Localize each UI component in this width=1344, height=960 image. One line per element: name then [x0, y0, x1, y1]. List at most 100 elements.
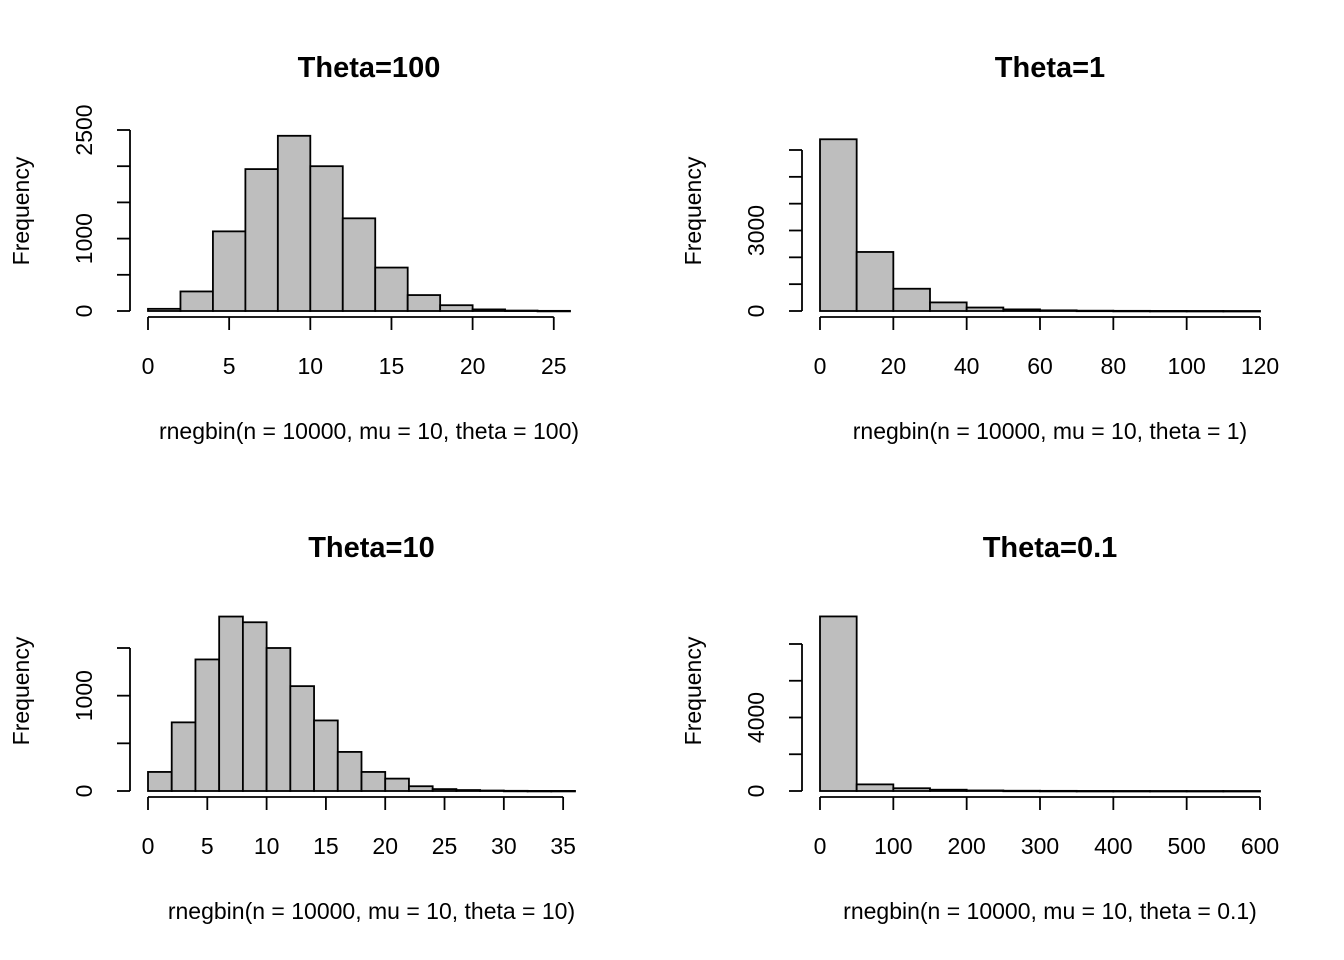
- x-tick-label: 10: [298, 353, 324, 379]
- histogram-bar: [1187, 791, 1224, 792]
- histogram-bar: [1077, 311, 1114, 312]
- x-tick-label: 15: [379, 353, 405, 379]
- histogram-bar: [930, 790, 967, 791]
- x-tick-label: 80: [1101, 353, 1127, 379]
- histogram-bar: [385, 779, 409, 791]
- histogram-bar: [857, 784, 894, 791]
- histogram-bar: [433, 789, 457, 791]
- x-tick-label: 10: [254, 833, 280, 859]
- x-tick-label: 5: [223, 353, 236, 379]
- histogram-bar: [1223, 311, 1260, 312]
- histogram-bar: [180, 291, 212, 311]
- x-tick-label: 200: [947, 833, 985, 859]
- x-tick-label: 0: [142, 353, 155, 379]
- histogram-panel-1: 0 5 10 15 20 25 0 1000 2500 Theta=100 rnegbin(n = …: [8, 52, 579, 444]
- x-tick-label: 20: [372, 833, 398, 859]
- x-axis-label: rnegbin(n = 10000, mu = 10, theta = 1): [853, 418, 1247, 444]
- histogram-bar: [1223, 791, 1260, 792]
- x-tick-label: 0: [814, 833, 827, 859]
- x-axis-label: rnegbin(n = 10000, mu = 10, theta = 100): [159, 418, 579, 444]
- histogram-bar: [219, 617, 243, 791]
- histogram-bar: [1003, 791, 1040, 792]
- histogram-bar: [362, 772, 386, 791]
- histogram-bar: [893, 289, 930, 311]
- x-tick-label: 120: [1241, 353, 1279, 379]
- histogram-bar: [243, 622, 267, 791]
- histogram-bar: [172, 722, 196, 791]
- histogram-bar: [538, 311, 570, 312]
- histogram-bar: [343, 218, 375, 311]
- histogram-bar: [408, 295, 440, 311]
- histogram-bar: [528, 791, 552, 792]
- chart-title: Theta=0.1: [983, 532, 1118, 564]
- histogram-bar: [820, 616, 857, 791]
- x-tick-label: 15: [313, 833, 339, 859]
- y-axis-label: Frequency: [680, 636, 706, 745]
- histogram-bar: [290, 686, 314, 791]
- histogram-panel-2: 02040608010012003000Theta=1rnegbin(n = 1…: [680, 52, 1279, 444]
- x-tick-label: 0: [142, 833, 155, 859]
- x-tick-label: 20: [881, 353, 907, 379]
- y-tick-label: 0: [743, 305, 769, 318]
- y-tick-label: 1000: [71, 213, 97, 264]
- y-tick-label: 0: [71, 305, 97, 318]
- histogram-bar: [267, 648, 291, 791]
- x-tick-label: 40: [954, 353, 980, 379]
- chart-title: Theta=1: [995, 52, 1105, 84]
- x-axis-label: rnegbin(n = 10000, mu = 10, theta = 10): [168, 898, 575, 924]
- histogram-bar: [1077, 791, 1114, 792]
- histogram-bar: [473, 309, 505, 311]
- histogram-bar: [1187, 311, 1224, 312]
- histogram-bar: [195, 659, 219, 791]
- histogram-bar: [213, 231, 245, 311]
- histogram-panel-4: 010020030040050060004000Theta=0.1rnegbin…: [680, 532, 1279, 924]
- y-axis-label: Frequency: [680, 156, 706, 265]
- histogram-bar: [504, 791, 528, 792]
- histogram-bar: [1040, 310, 1077, 311]
- chart-title: Theta=10: [308, 532, 435, 564]
- histogram-bar: [375, 268, 407, 311]
- histogram-bar: [148, 309, 180, 311]
- x-tick-label: 5: [201, 833, 214, 859]
- y-axis-label: Frequency: [8, 156, 34, 265]
- y-tick-label: 0: [71, 785, 97, 798]
- x-tick-label: 35: [550, 833, 576, 859]
- x-tick-label: 0: [814, 353, 827, 379]
- y-tick-label: 4000: [743, 692, 769, 743]
- x-tick-label: 300: [1021, 833, 1059, 859]
- histogram-bar: [409, 786, 433, 791]
- y-tick-label: 0: [743, 785, 769, 798]
- x-tick-label: 25: [541, 353, 567, 379]
- histogram-bar: [505, 311, 537, 312]
- x-tick-label: 600: [1241, 833, 1279, 859]
- histogram-bar: [480, 791, 504, 792]
- x-tick-label: 30: [491, 833, 517, 859]
- x-tick-label: 25: [432, 833, 458, 859]
- y-tick-label: 2500: [71, 104, 97, 155]
- x-tick-label: 20: [460, 353, 486, 379]
- x-tick-label: 100: [874, 833, 912, 859]
- histogram-bar: [551, 791, 575, 792]
- y-tick-label: 1000: [71, 670, 97, 721]
- histogram-panel-3: 0 5 10 15 20 25 30 35 0 1000 Theta=10 rnegbin(n = 1…: [8, 532, 576, 924]
- y-axis-label: Frequency: [8, 636, 34, 745]
- histogram-bar: [1150, 311, 1187, 312]
- histogram-bar: [278, 136, 310, 311]
- histogram-bar: [338, 752, 362, 791]
- x-axis-label: rnegbin(n = 10000, mu = 10, theta = 0.1): [843, 898, 1257, 924]
- histogram-bar: [148, 772, 172, 791]
- histogram-bar: [967, 790, 1004, 791]
- chart-title: Theta=100: [298, 52, 441, 84]
- histogram-bar: [893, 788, 930, 791]
- histogram-bar: [1040, 791, 1077, 792]
- y-tick-label: 3000: [743, 205, 769, 256]
- histogram-bar: [930, 302, 967, 311]
- histogram-bar: [1150, 791, 1187, 792]
- histogram-bar: [1113, 311, 1150, 312]
- histogram-bar: [440, 305, 472, 311]
- histogram-bar: [314, 720, 338, 791]
- histogram-bar: [310, 166, 342, 311]
- histogram-bar: [820, 139, 857, 311]
- histogram-bar: [245, 169, 277, 311]
